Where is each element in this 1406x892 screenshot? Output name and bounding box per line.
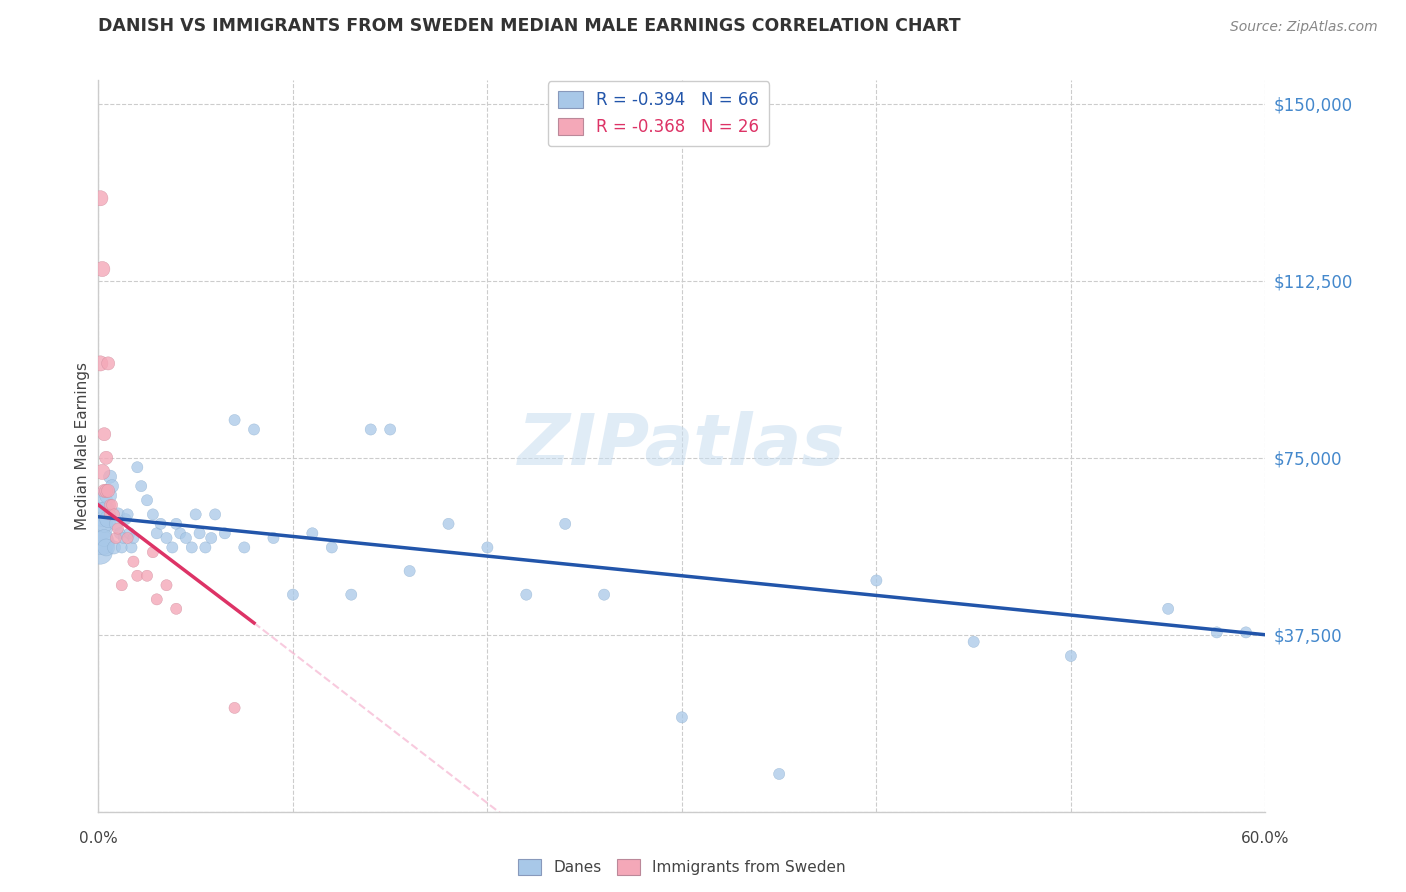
Point [91,262,114,277]
Point [91,535,114,549]
Point [1234,625,1257,640]
Point [97,512,120,526]
Point [301,526,323,541]
Point [122,531,145,545]
Point [96,502,118,516]
Point [93,483,115,498]
Text: ZIPatlas: ZIPatlas [519,411,845,481]
Point [1060,648,1083,663]
Point [243,422,266,436]
Point [437,516,460,531]
Point [97,356,120,370]
Point [477,541,499,555]
Point [101,498,124,512]
Point [281,588,304,602]
Text: Source: ZipAtlas.com: Source: ZipAtlas.com [1230,21,1378,34]
Point [111,541,134,555]
Point [111,578,134,592]
Point [96,541,118,555]
Point [233,541,256,555]
Point [224,701,246,715]
Point [162,541,184,555]
Point [1205,625,1227,640]
Point [768,767,790,781]
Text: DANISH VS IMMIGRANTS FROM SWEDEN MEDIAN MALE EARNINGS CORRELATION CHART: DANISH VS IMMIGRANTS FROM SWEDEN MEDIAN … [98,17,962,35]
Text: 0.0%: 0.0% [79,831,118,846]
Point [98,508,121,522]
Point [165,516,187,531]
Point [91,465,114,479]
Point [174,531,197,545]
Point [146,592,169,607]
Point [89,191,111,205]
Point [554,516,576,531]
Point [121,541,143,555]
Point [118,526,141,541]
Point [360,422,382,436]
Point [214,526,236,541]
Point [378,422,402,436]
Point [101,479,124,493]
Point [129,479,152,493]
Point [142,545,165,559]
Point [188,526,211,541]
Point [671,710,693,724]
Point [136,493,159,508]
Text: 60.0%: 60.0% [1241,831,1289,846]
Point [155,531,177,545]
Point [104,531,127,545]
Point [114,512,136,526]
Point [89,545,111,559]
Point [515,588,537,602]
Point [117,531,139,545]
Point [204,508,226,522]
Point [103,508,125,522]
Point [184,508,207,522]
Point [89,356,111,370]
Point [97,489,120,503]
Point [262,531,284,545]
Point [93,516,115,531]
Point [127,460,149,475]
Point [93,531,115,545]
Point [98,469,121,483]
Point [107,508,129,522]
Legend: Danes, Immigrants from Sweden: Danes, Immigrants from Sweden [509,850,855,885]
Point [108,526,131,541]
Point [962,635,984,649]
Y-axis label: Median Male Earnings: Median Male Earnings [75,362,90,530]
Point [122,555,145,569]
Point [89,493,111,508]
Point [155,578,177,592]
Point [593,588,616,602]
Point [200,531,222,545]
Point [136,568,159,582]
Point [149,516,172,531]
Point [194,541,217,555]
Point [98,498,121,512]
Point [103,541,125,555]
Point [89,522,111,536]
Point [127,568,149,582]
Point [107,522,129,536]
Point [224,413,246,427]
Point [1157,602,1180,616]
Point [96,483,118,498]
Point [93,427,115,442]
Point [112,531,135,545]
Point [340,588,363,602]
Point [146,526,169,541]
Point [321,541,343,555]
Point [398,564,420,578]
Point [91,508,114,522]
Point [169,526,191,541]
Point [180,541,202,555]
Point [97,483,120,498]
Point [117,508,139,522]
Point [96,450,118,465]
Point [104,516,127,531]
Point [865,574,887,588]
Point [142,508,165,522]
Point [165,602,187,616]
